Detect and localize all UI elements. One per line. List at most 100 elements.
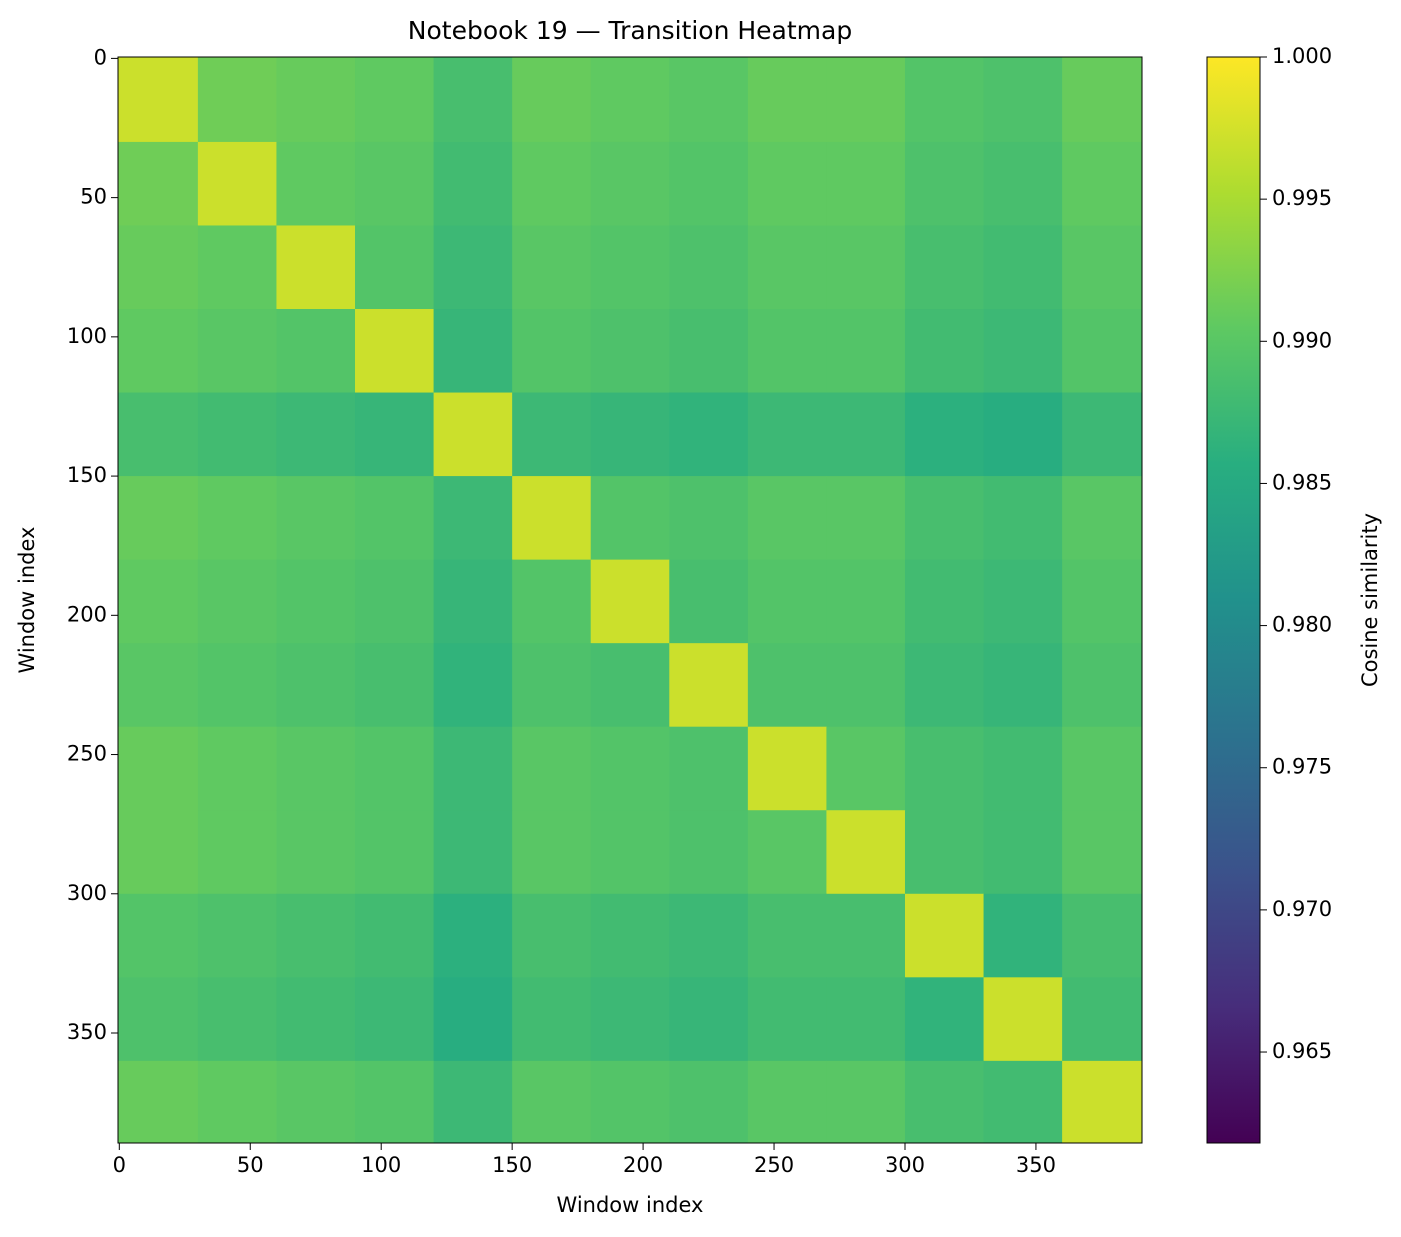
x-tick-label: 250 xyxy=(754,1153,794,1177)
heatmap-cell xyxy=(983,309,1063,394)
heatmap-cell xyxy=(512,141,592,226)
y-axis-label: Window index xyxy=(15,527,39,674)
y-tick-label: 250 xyxy=(67,742,107,766)
heatmap-cell xyxy=(904,141,985,226)
heatmap-cell xyxy=(512,57,592,143)
heatmap-cell xyxy=(512,392,592,477)
heatmap-cell xyxy=(197,643,277,728)
heatmap-cell xyxy=(118,726,199,811)
heatmap-cell xyxy=(433,225,513,310)
heatmap-cell xyxy=(590,1060,670,1144)
heatmap-cell xyxy=(197,141,277,226)
heatmap-cell xyxy=(512,309,592,394)
heatmap-cell xyxy=(669,392,749,477)
heatmap-cell xyxy=(433,893,513,978)
heatmap-cell xyxy=(276,1060,356,1144)
heatmap-cell xyxy=(433,57,513,143)
heatmap-cell xyxy=(197,476,277,561)
heatmap-cell xyxy=(747,977,827,1062)
heatmap-cell xyxy=(590,726,670,811)
heatmap-cell xyxy=(355,57,435,143)
heatmap-cell xyxy=(826,476,906,561)
heatmap-cell xyxy=(904,810,985,895)
chart-title: Notebook 19 — Transition Heatmap xyxy=(408,16,852,45)
heatmap-cell xyxy=(355,559,435,644)
heatmap-cell xyxy=(355,977,435,1062)
heatmap-cell xyxy=(747,476,827,561)
heatmap-cell xyxy=(669,225,749,310)
heatmap-cell xyxy=(983,392,1063,477)
heatmap-cell xyxy=(433,559,513,644)
heatmap-cell xyxy=(904,1060,985,1144)
x-axis-label: Window index xyxy=(557,1193,704,1217)
y-tick-label: 200 xyxy=(67,602,107,626)
heatmap-cell xyxy=(1062,476,1143,561)
heatmap-cell xyxy=(1062,977,1143,1062)
heatmap-cell xyxy=(118,141,199,226)
heatmap-cell xyxy=(1062,559,1143,644)
heatmap-cell xyxy=(197,309,277,394)
heatmap-cell xyxy=(590,141,670,226)
heatmap-cell xyxy=(512,977,592,1062)
heatmap-cell xyxy=(590,810,670,895)
heatmap-cell xyxy=(118,893,199,978)
heatmap-cell xyxy=(590,559,670,644)
heatmap-cell xyxy=(983,57,1063,143)
heatmap-cell xyxy=(197,977,277,1062)
heatmap-cell xyxy=(276,726,356,811)
heatmap-cell xyxy=(355,643,435,728)
heatmap-cell xyxy=(433,810,513,895)
x-tick-label: 350 xyxy=(1016,1153,1056,1177)
colorbar-tick-label: 0.995 xyxy=(1272,186,1332,210)
heatmap-cell xyxy=(197,392,277,477)
heatmap-cell xyxy=(512,810,592,895)
heatmap-cell xyxy=(669,57,749,143)
x-tick-label: 200 xyxy=(623,1153,663,1177)
heatmap-cell xyxy=(276,57,356,143)
heatmap-cell xyxy=(276,810,356,895)
heatmap-cell xyxy=(276,893,356,978)
heatmap-cell xyxy=(826,559,906,644)
heatmap-cell xyxy=(512,726,592,811)
heatmap-cell xyxy=(590,893,670,978)
heatmap-cell xyxy=(118,57,199,143)
heatmap-cell xyxy=(355,476,435,561)
heatmap-cell xyxy=(747,810,827,895)
heatmap-cell xyxy=(826,1060,906,1144)
heatmap-cell xyxy=(276,643,356,728)
colorbar-tick-label: 1.000 xyxy=(1272,44,1332,68)
heatmap-cell xyxy=(276,977,356,1062)
heatmap-cell xyxy=(1062,893,1143,978)
heatmap-cell xyxy=(433,141,513,226)
heatmap-cell xyxy=(747,225,827,310)
heatmap-cell xyxy=(904,643,985,728)
heatmap-cell xyxy=(118,309,199,394)
y-tick-label: 100 xyxy=(67,324,107,348)
heatmap-cell xyxy=(747,392,827,477)
heatmap-cell xyxy=(590,643,670,728)
heatmap-cell xyxy=(512,476,592,561)
heatmap-cell xyxy=(904,225,985,310)
heatmap-cell xyxy=(355,392,435,477)
y-tick-label: 150 xyxy=(67,463,107,487)
heatmap-cell xyxy=(590,225,670,310)
heatmap-cell xyxy=(1062,57,1143,143)
heatmap-cell xyxy=(826,726,906,811)
heatmap-cell xyxy=(433,977,513,1062)
heatmap-cell xyxy=(197,810,277,895)
heatmap-cell xyxy=(669,810,749,895)
heatmap-cell xyxy=(904,726,985,811)
heatmap-cell xyxy=(433,726,513,811)
colorbar-tick-label: 0.985 xyxy=(1272,470,1332,494)
heatmap-cell xyxy=(904,57,985,143)
heatmap-cell xyxy=(826,810,906,895)
heatmap-cell xyxy=(826,141,906,226)
heatmap-cell xyxy=(904,893,985,978)
heatmap-cell xyxy=(669,893,749,978)
heatmap-cell xyxy=(669,559,749,644)
heatmap-cell xyxy=(669,977,749,1062)
colorbar-tick-label: 0.980 xyxy=(1272,613,1332,637)
heatmap-cell xyxy=(826,57,906,143)
heatmap-cell xyxy=(1062,309,1143,394)
heatmap-cell xyxy=(669,309,749,394)
